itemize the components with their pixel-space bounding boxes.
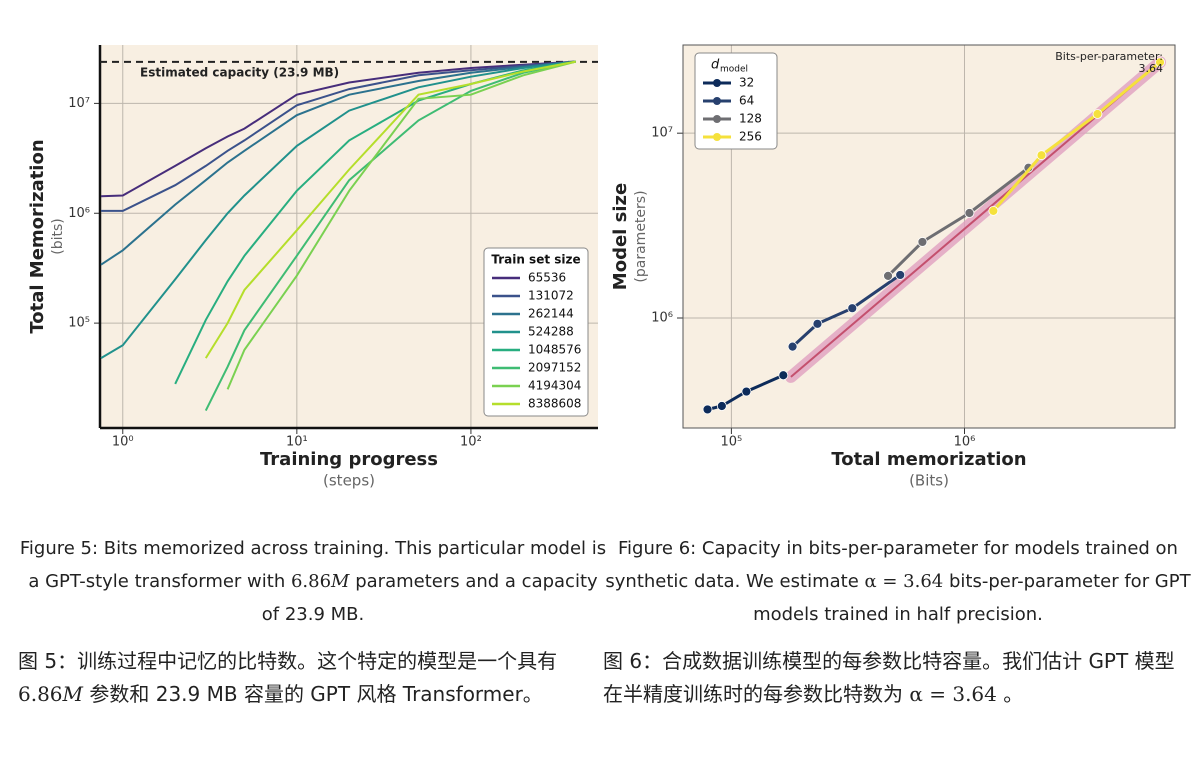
y-tick-label: 10⁷: [651, 126, 673, 141]
caption-text: 6.86: [290, 571, 332, 592]
point: [964, 208, 975, 218]
point: [917, 237, 928, 247]
legend-label: 2097152: [528, 361, 581, 375]
annotation: Bits-per-parameter:: [1055, 50, 1163, 63]
series-line: [992, 61, 1161, 212]
legend-label: 1048576: [528, 343, 581, 357]
y-axis-title: Model size: [610, 183, 631, 290]
x-tick-label: 10⁰: [112, 435, 134, 450]
legend-marker: [713, 133, 721, 141]
legend-label: 32: [739, 76, 754, 90]
legend-marker: [713, 115, 721, 123]
caption-zh: 图 6：合成数据训练模型的每参数比特容量。我们估计 GPT 模型在半精度训练时的…: [603, 645, 1193, 711]
legend-label: 8388608: [528, 397, 581, 411]
y-tick-label: 10⁵: [68, 316, 90, 331]
x-tick-label: 10⁵: [721, 435, 743, 450]
caption-text: Figure 5: Bits memorized across training…: [19, 538, 607, 592]
legend-label: 524288: [528, 325, 574, 339]
point: [778, 370, 789, 381]
point: [988, 205, 999, 216]
point: [702, 404, 713, 415]
caption-text: α = 3.64: [909, 682, 997, 706]
capacity-label: Estimated capacity (23.9 MB): [140, 65, 339, 79]
series-line: [101, 60, 576, 212]
legend-label: 262144: [528, 307, 574, 321]
series-line: [226, 60, 576, 390]
legend-label: 256: [739, 130, 762, 144]
plot-frame: [682, 44, 1176, 429]
caption-text: 6.86: [18, 682, 63, 706]
caption-text: 参数和 23.9 MB 容量的 GPT 风格 Transformer。: [83, 682, 543, 706]
legend-label: 128: [739, 112, 762, 126]
caption-text: M: [62, 682, 84, 706]
y-tick-label: 10⁶: [68, 206, 90, 221]
point: [883, 270, 893, 281]
y-axis-title: Total Memorization: [27, 139, 48, 333]
legend-title: Train set size: [491, 253, 580, 267]
y-tick-label: 10⁷: [68, 96, 90, 111]
point: [812, 318, 823, 329]
legend-label: 64: [739, 94, 754, 108]
legend-box: [694, 52, 778, 150]
caption-en: Figure 6: Capacity in bits-per-parameter…: [603, 532, 1193, 631]
x-axis-title: Total memorization: [831, 449, 1026, 470]
y-axis-subtitle: (bits): [50, 218, 66, 254]
caption-text: 图 5：训练过程中记忆的比特数。这个特定的模型是一个具有: [18, 649, 558, 673]
annotation: 3.64: [1139, 62, 1164, 75]
caption-text: parameters and a capacity of 23.9 MB.: [261, 571, 598, 625]
series-line: [100, 60, 576, 359]
point: [787, 341, 798, 352]
point: [847, 303, 858, 314]
series-line: [204, 60, 576, 359]
caption-zh: 图 5：训练过程中记忆的比特数。这个特定的模型是一个具有 6.86M 参数和 2…: [18, 645, 608, 711]
point: [1092, 109, 1103, 119]
legend-title: d: [711, 58, 720, 73]
caption-text: 图 6：合成数据训练模型的每参数比特容量。我们估计 GPT 模型在半精度训练时的…: [603, 649, 1175, 706]
y-tick-label: 10⁶: [651, 311, 673, 326]
x-axis-title: Training progress: [260, 449, 438, 470]
series-line: [887, 166, 1030, 277]
x-axis-subtitle: (steps): [323, 472, 375, 490]
point: [716, 401, 727, 411]
legend-label: 65536: [528, 271, 566, 285]
series-line: [204, 60, 576, 412]
caption-text: α = 3.64: [864, 571, 944, 592]
legend-marker: [713, 79, 721, 87]
legend-label: 131072: [528, 289, 574, 303]
legend-title-sub: model: [720, 65, 748, 75]
x-tick-label: 10²: [460, 435, 482, 450]
x-tick-label: 10⁶: [954, 435, 976, 450]
figures: 10⁰ 10¹ 10² 10⁵ 10⁶ 10⁷ Training progress (step…: [27, 44, 1176, 490]
series-line: [791, 273, 902, 348]
x-axis-subtitle: (Bits): [909, 472, 949, 490]
series-line: [100, 60, 576, 266]
legend-box: [483, 247, 589, 417]
caption-text: bits-per-parameter for GPT models traine…: [753, 571, 1191, 625]
legend-label: 4194304: [528, 379, 581, 393]
legend-marker: [713, 97, 721, 105]
point: [741, 386, 752, 397]
caption-text: M: [331, 571, 350, 592]
x-tick-label: 10¹: [286, 435, 308, 450]
caption-text: Figure 6: Capacity in bits-per-parameter…: [605, 538, 1178, 592]
caption-text: 。: [996, 682, 1024, 706]
series-line: [100, 60, 576, 198]
point: [1155, 57, 1165, 68]
series-line: [707, 373, 784, 411]
point: [895, 270, 906, 280]
point: [1036, 150, 1047, 161]
y-axis-subtitle: (parameters): [633, 190, 649, 282]
caption-en: Figure 5: Bits memorized across training…: [18, 532, 608, 631]
